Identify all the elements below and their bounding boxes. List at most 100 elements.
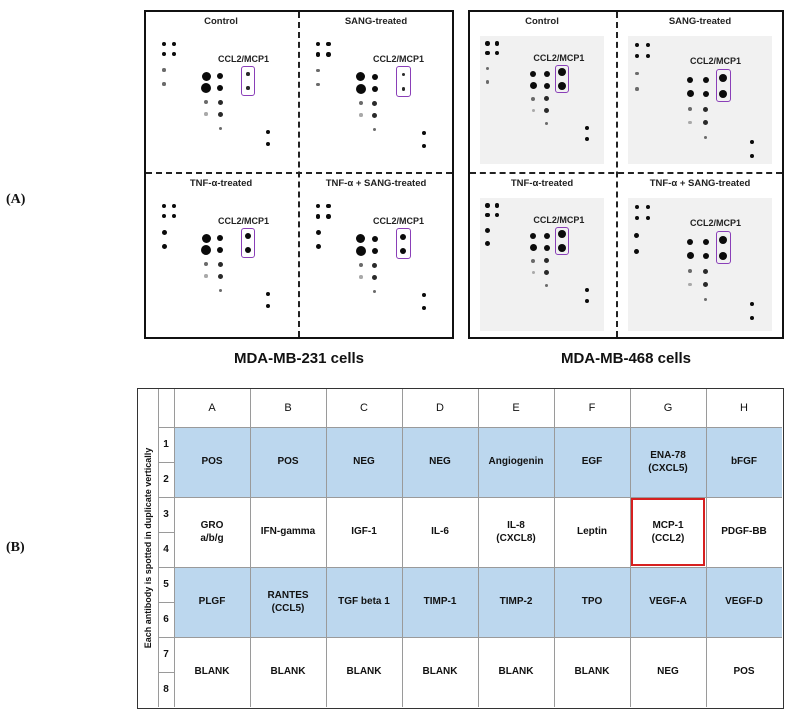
blot-condition-title: TNF-α-treated [510, 178, 574, 189]
ccl2-label: CCL2/MCP1 [218, 216, 270, 226]
array-spot [531, 96, 536, 101]
panel-label-a: (A) [6, 192, 26, 207]
antibody-cell: Leptin [577, 526, 607, 538]
row-number: 8 [163, 683, 169, 695]
antibody-cell: NEG [657, 666, 679, 678]
array-spot [217, 111, 223, 117]
array-spot [162, 82, 166, 86]
array-spot [161, 41, 167, 47]
array-spot [371, 73, 378, 80]
array-spot [217, 235, 223, 241]
cell-line-label-mdamb468: MDA-MB-468 cells [560, 350, 692, 367]
array-spot [355, 83, 366, 94]
blot-group-mdamb231: Control CCL2/MCP1 SANG-treated CCL2/MCP1 TNF… [144, 10, 454, 339]
array-spot [171, 51, 177, 57]
array-spot [703, 106, 709, 112]
array-spot [529, 82, 537, 90]
blot-quadrant: SANG-treated CCL2/MCP1 [300, 12, 452, 170]
array-spot [544, 96, 550, 102]
array-spot [485, 41, 490, 46]
array-spot [558, 230, 567, 239]
column-header: D [436, 401, 444, 414]
array-spot [485, 227, 491, 233]
array-spot [400, 247, 407, 254]
blot-condition-title: TNF-α-treated [189, 178, 253, 189]
array-spot [217, 73, 223, 79]
array-spot [201, 83, 211, 93]
ccl2-highlight-box [396, 66, 411, 97]
array-spot [704, 136, 708, 140]
array-spot [543, 233, 550, 240]
row-number: 1 [163, 438, 169, 450]
array-spot [544, 269, 550, 275]
array-spot [217, 247, 223, 253]
antibody-cell: IFN-gamma [260, 526, 316, 538]
antibody-cell: PLGF [198, 596, 226, 608]
array-spot [702, 77, 709, 84]
panel-label-b: (B) [6, 540, 25, 555]
blot-membrane [480, 198, 604, 331]
grid-line [630, 389, 631, 707]
array-spot [688, 120, 692, 125]
array-spot [171, 41, 177, 47]
array-spot [358, 263, 363, 267]
row-number: 4 [163, 543, 169, 555]
array-spot [358, 101, 363, 105]
array-spot [543, 71, 550, 78]
array-spot [635, 87, 639, 91]
antibody-cell: BLANK [422, 666, 458, 678]
antibody-cell: BLANK [498, 666, 534, 678]
antibody-cell: POS [733, 666, 755, 678]
array-spot [584, 137, 589, 141]
antibody-cell: ENA-78 (CXCL5) [648, 449, 688, 475]
array-spot [558, 243, 567, 252]
ccl2-label: CCL2/MCP1 [690, 55, 742, 66]
antibody-cell: MCP-1 (CCL2) [651, 519, 685, 545]
blot-quadrant: TNF-α + SANG-treated CCL2/MCP1 [618, 174, 782, 337]
array-spot [217, 261, 223, 267]
array-spot [688, 269, 693, 274]
quadrant-divider-v [298, 12, 300, 337]
array-spot [494, 203, 500, 208]
array-spot [373, 127, 377, 131]
array-spot [645, 42, 651, 48]
array-spot [359, 113, 363, 117]
row-number: 2 [163, 473, 169, 485]
ccl2-highlight-box [555, 226, 569, 256]
antibody-cell: bFGF [730, 456, 758, 468]
array-spot [217, 99, 223, 105]
blot-quadrant: TNF-α + SANG-treated CCL2/MCP1 [300, 174, 452, 337]
antibody-cell: VEGF-D [725, 596, 763, 608]
blot-condition-title: TNF-α + SANG-treated [325, 178, 427, 189]
array-spot [266, 130, 270, 134]
antibody-cell: BLANK [346, 666, 382, 678]
array-spot [421, 293, 426, 298]
array-spot [529, 244, 537, 252]
array-spot [485, 50, 490, 56]
array-spot [494, 50, 500, 56]
array-spot [246, 72, 250, 76]
array-spot [544, 258, 550, 264]
ccl2-highlight-box [396, 228, 411, 259]
array-spot [530, 71, 537, 78]
array-spot [494, 212, 500, 218]
array-spot [645, 53, 651, 59]
array-spot [245, 247, 251, 253]
array-spot [421, 131, 426, 136]
antibody-cell: TPO [581, 596, 603, 608]
array-spot [201, 233, 211, 243]
array-spot [584, 125, 589, 130]
grid-line [158, 462, 174, 463]
array-spot [634, 233, 640, 239]
blot-membrane [628, 36, 772, 164]
array-spot [315, 230, 321, 236]
array-spot [372, 262, 378, 268]
array-spot [750, 140, 755, 145]
array-spot [543, 82, 550, 89]
blot-condition-title: Control [204, 16, 238, 27]
grid-line [158, 672, 174, 673]
array-spot [530, 233, 537, 240]
array-spot [372, 274, 378, 280]
array-spot [719, 251, 728, 260]
grid-line [158, 427, 782, 428]
